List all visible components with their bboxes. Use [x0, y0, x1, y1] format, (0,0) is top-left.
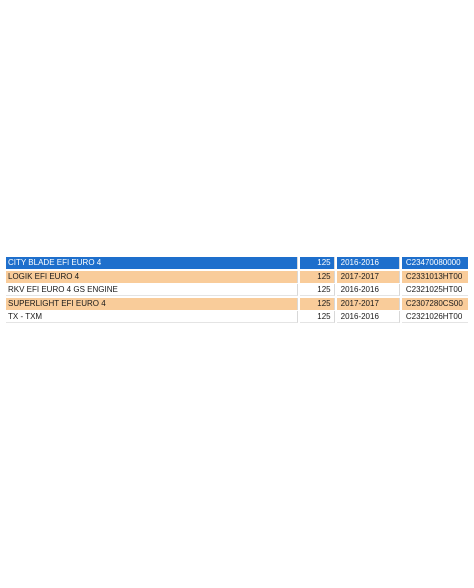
- table-row[interactable]: CITY BLADE EFI EURO 4 125 2016-2016 C234…: [6, 257, 468, 269]
- displacement-cell: 125: [300, 297, 335, 310]
- model-name-cell: TX - TXM: [6, 311, 299, 323]
- column-divider: [399, 297, 402, 310]
- part-code-cell: C2307280CS00: [401, 297, 468, 310]
- displacement-cell: 125: [300, 257, 335, 269]
- years-cell: 2016-2016: [336, 311, 400, 323]
- model-name-cell: SUPERLIGHT EFI EURO 4: [6, 297, 299, 310]
- column-divider: [334, 311, 337, 323]
- column-divider: [334, 284, 337, 296]
- column-divider: [298, 270, 301, 283]
- part-code-cell: C2331013HT00: [401, 270, 468, 283]
- years-cell: 2016-2016: [336, 257, 400, 269]
- part-code-cell: C2321025HT00: [401, 284, 468, 296]
- column-divider: [334, 270, 337, 283]
- column-divider: [399, 257, 402, 269]
- years-cell: 2017-2017: [336, 297, 400, 310]
- part-code-cell: C23470080000: [401, 257, 468, 269]
- model-name-cell: LOGIK EFI EURO 4: [6, 270, 299, 283]
- table-row[interactable]: LOGIK EFI EURO 4 125 2017-2017 C2331013H…: [6, 270, 468, 283]
- years-cell: 2016-2016: [336, 284, 400, 296]
- displacement-cell: 125: [300, 311, 335, 323]
- part-code-cell: C2321026HT00: [401, 311, 468, 323]
- column-divider: [399, 311, 402, 323]
- column-divider: [399, 284, 402, 296]
- model-table: CITY BLADE EFI EURO 4 125 2016-2016 C234…: [6, 257, 468, 325]
- displacement-cell: 125: [300, 284, 335, 296]
- column-divider: [298, 297, 301, 310]
- table-row[interactable]: RKV EFI EURO 4 GS ENGINE 125 2016-2016 C…: [6, 284, 468, 296]
- model-name-cell: CITY BLADE EFI EURO 4: [6, 257, 299, 269]
- column-divider: [298, 257, 301, 269]
- column-divider: [334, 297, 337, 310]
- displacement-cell: 125: [300, 270, 335, 283]
- column-divider: [298, 284, 301, 296]
- column-divider: [399, 270, 402, 283]
- table-row[interactable]: TX - TXM 125 2016-2016 C2321026HT00: [6, 311, 468, 323]
- table-row[interactable]: SUPERLIGHT EFI EURO 4 125 2017-2017 C230…: [6, 297, 468, 310]
- model-name-cell: RKV EFI EURO 4 GS ENGINE: [6, 284, 299, 296]
- column-divider: [298, 311, 301, 323]
- column-divider: [334, 257, 337, 269]
- years-cell: 2017-2017: [336, 270, 400, 283]
